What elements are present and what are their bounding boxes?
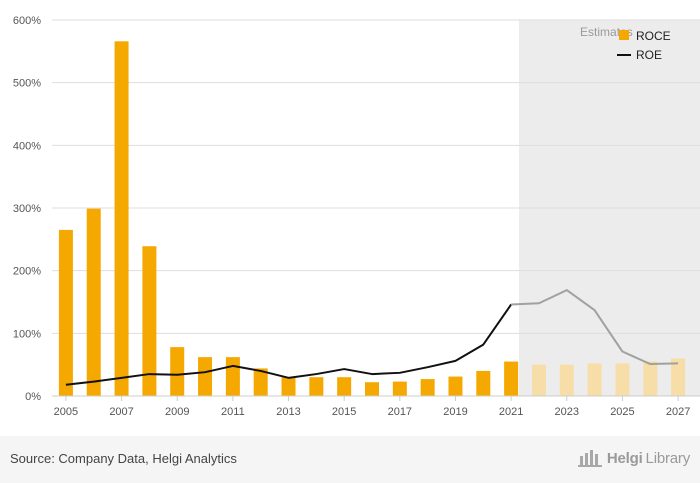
x-tick-label: 2025 [610, 406, 634, 418]
brand-name-regular: Library [645, 449, 691, 467]
y-tick-label: 500% [13, 78, 41, 90]
bar-roce-2016 [365, 382, 379, 396]
x-tick-label: 2005 [54, 406, 78, 418]
x-tick-label: 2011 [221, 406, 245, 418]
bar-roce-2020 [476, 370, 491, 396]
line-roe [65, 289, 679, 386]
y-tick-label: 100% [13, 328, 41, 340]
x-tick-label: 2015 [332, 406, 356, 418]
bar-roce-2014 [309, 377, 324, 396]
line-roe-estimate [511, 289, 679, 366]
x-tick-label: 2007 [109, 406, 133, 418]
bar-roce-2013 [281, 377, 296, 396]
y-tick-label: 0% [25, 391, 41, 403]
bar-roce-2018 [420, 379, 435, 396]
bar-roce-2006 [86, 208, 101, 396]
bar-roce-2025 [615, 363, 630, 396]
bar-roce-2007 [114, 41, 129, 396]
bar-roce-2008 [142, 246, 157, 396]
bar-roce-2017 [392, 381, 407, 396]
bar-roce-2012 [253, 368, 268, 396]
bar-roce-2010 [198, 357, 213, 396]
legend-label-roe: ROE [636, 48, 662, 62]
x-tick-label: 2019 [443, 406, 467, 418]
bar-roce-2022 [531, 364, 546, 396]
bar-roce-2021 [504, 361, 519, 396]
bar-roce-2024 [587, 363, 602, 396]
bars-roce [58, 41, 686, 396]
axes: 0% 100% 200% 300% 400% 500% 600% 2005 2007 2009 20… [13, 15, 700, 418]
bar-roce-2019 [448, 376, 463, 396]
y-tick-label: 300% [13, 203, 41, 215]
y-tick-label: 600% [13, 15, 41, 27]
bar-roce-2027 [671, 358, 686, 396]
x-tick-label: 2027 [666, 406, 690, 418]
x-tick-label: 2021 [499, 406, 523, 418]
bar-roce-2015 [337, 377, 352, 396]
bar-roce-2011 [225, 357, 240, 396]
bar-roce-2009 [170, 347, 185, 396]
bar-roce-2023 [559, 364, 574, 396]
y-tick-label: 400% [13, 140, 41, 152]
source-note: Source: Company Data, Helgi Analytics [10, 451, 237, 466]
gridlines [52, 19, 700, 334]
chart: Estimates 0%100%200%300%400%500%600%2005… [13, 15, 700, 418]
x-tick-label: 2013 [276, 406, 300, 418]
x-tick-label: 2023 [555, 406, 579, 418]
x-tick-label: 2017 [388, 406, 412, 418]
brand-name-bold: Helgi [606, 449, 643, 467]
y-tick-label: 200% [13, 266, 41, 278]
legend-swatch-roce [619, 30, 629, 40]
library-building-icon [577, 450, 602, 467]
x-tick-label: 2009 [165, 406, 189, 418]
line-roe-actual [65, 303, 512, 386]
brand-logo: Helgi Library [577, 448, 691, 468]
footer: Source: Company Data, Helgi Analytics He… [0, 436, 700, 483]
legend-label-roce: ROCE [636, 29, 671, 43]
legend: ROCE ROE [617, 29, 671, 62]
bar-roce-2026 [643, 361, 658, 396]
bar-roce-2005 [58, 229, 73, 396]
